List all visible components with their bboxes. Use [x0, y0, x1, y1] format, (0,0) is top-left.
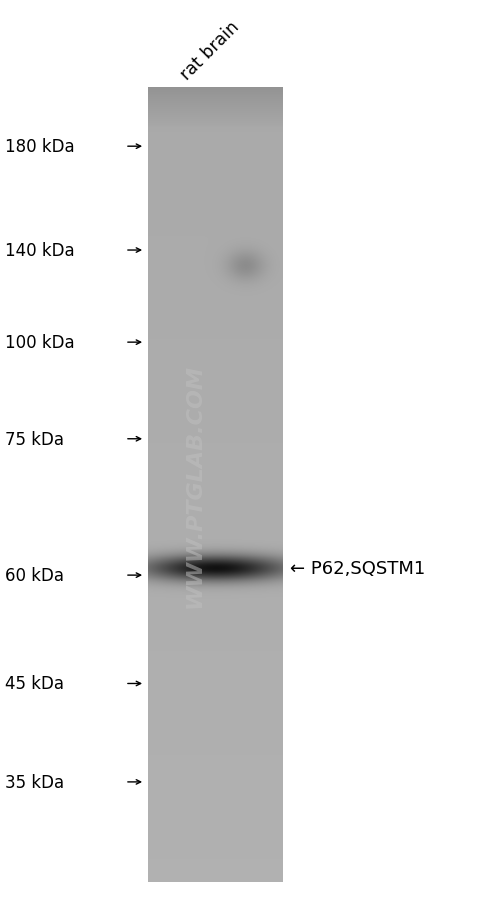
Text: 180 kDa: 180 kDa: [5, 138, 74, 156]
Text: 60 kDa: 60 kDa: [5, 566, 64, 584]
Text: 140 kDa: 140 kDa: [5, 242, 74, 260]
Text: 75 kDa: 75 kDa: [5, 430, 64, 448]
Text: rat brain: rat brain: [177, 18, 243, 84]
Text: ← P62,SQSTM1: ← P62,SQSTM1: [290, 559, 425, 577]
Text: 35 kDa: 35 kDa: [5, 773, 64, 791]
Text: 100 kDa: 100 kDa: [5, 334, 74, 352]
Text: WWW.PTGLAB.COM: WWW.PTGLAB.COM: [185, 364, 205, 607]
Text: 45 kDa: 45 kDa: [5, 675, 64, 693]
